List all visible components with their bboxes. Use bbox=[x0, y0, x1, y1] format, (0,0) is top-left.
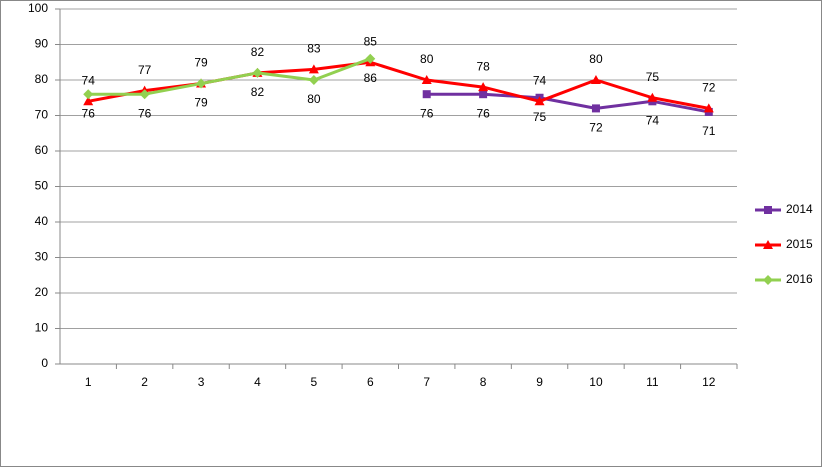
x-tick-label: 9 bbox=[536, 375, 543, 389]
y-tick-label: 30 bbox=[35, 250, 49, 264]
data-label: 72 bbox=[702, 81, 716, 95]
marker bbox=[703, 103, 714, 113]
data-label: 76 bbox=[138, 106, 152, 120]
x-tick-label: 10 bbox=[589, 375, 603, 389]
x-tick-label: 3 bbox=[198, 375, 205, 389]
y-tick-label: 80 bbox=[35, 72, 49, 86]
data-label: 80 bbox=[307, 92, 321, 106]
x-tick-label: 5 bbox=[311, 375, 318, 389]
marker bbox=[763, 275, 773, 285]
series-line bbox=[426, 92, 710, 114]
marker bbox=[83, 89, 94, 100]
data-label: 77 bbox=[138, 63, 152, 77]
marker bbox=[421, 75, 432, 84]
legend-label: 2016 bbox=[786, 272, 813, 286]
marker bbox=[479, 90, 488, 99]
marker bbox=[83, 96, 94, 106]
marker bbox=[365, 53, 376, 64]
marker bbox=[647, 92, 658, 102]
marker bbox=[764, 206, 772, 214]
y-tick-label: 10 bbox=[35, 321, 49, 335]
y-tick-label: 20 bbox=[35, 285, 49, 299]
data-label: 75 bbox=[646, 70, 660, 84]
x-tick-label: 8 bbox=[480, 375, 487, 389]
data-label: 86 bbox=[364, 71, 378, 85]
y-tick-label: 90 bbox=[35, 37, 49, 51]
y-tick-label: 60 bbox=[35, 143, 49, 157]
marker bbox=[139, 89, 150, 100]
data-label: 74 bbox=[533, 73, 547, 87]
data-label: 78 bbox=[476, 59, 490, 73]
y-tick-label: 0 bbox=[41, 356, 48, 370]
data-label: 79 bbox=[194, 96, 208, 110]
y-tick-label: 40 bbox=[35, 214, 49, 228]
y-tick-label: 50 bbox=[35, 179, 49, 193]
data-label: 72 bbox=[589, 121, 603, 135]
x-tick-label: 7 bbox=[423, 375, 430, 389]
x-tick-label: 11 bbox=[646, 375, 659, 389]
y-tick-label: 100 bbox=[28, 1, 48, 15]
marker bbox=[196, 78, 207, 89]
marker bbox=[308, 64, 319, 74]
data-label: 74 bbox=[646, 113, 660, 127]
y-tick-label: 70 bbox=[35, 108, 49, 122]
data-label: 82 bbox=[251, 45, 265, 59]
marker bbox=[422, 90, 431, 99]
data-label: 76 bbox=[420, 106, 434, 120]
data-label: 76 bbox=[476, 106, 490, 120]
x-tick-label: 2 bbox=[141, 375, 148, 389]
marker bbox=[252, 67, 263, 78]
marker bbox=[478, 82, 489, 92]
data-label: 74 bbox=[82, 73, 96, 87]
data-label: 76 bbox=[82, 106, 96, 120]
x-tick-label: 4 bbox=[254, 375, 261, 389]
data-label: 71 bbox=[702, 124, 716, 138]
data-label: 79 bbox=[194, 56, 208, 70]
series-line bbox=[88, 57, 371, 96]
x-tick-label: 6 bbox=[367, 375, 374, 389]
x-tick-label: 1 bbox=[85, 375, 92, 389]
data-label: 83 bbox=[307, 42, 321, 56]
x-tick-label: 12 bbox=[702, 375, 716, 389]
marker bbox=[763, 240, 773, 249]
marker bbox=[308, 75, 319, 85]
marker bbox=[591, 104, 600, 113]
marker bbox=[590, 75, 601, 84]
data-label: 80 bbox=[420, 52, 434, 66]
data-label: 80 bbox=[589, 52, 603, 66]
data-label: 75 bbox=[533, 110, 547, 124]
legend-label: 2014 bbox=[786, 202, 813, 216]
data-label: 85 bbox=[364, 34, 378, 48]
legend-label: 2015 bbox=[786, 237, 813, 251]
marker bbox=[534, 96, 545, 106]
data-label: 82 bbox=[251, 85, 265, 99]
